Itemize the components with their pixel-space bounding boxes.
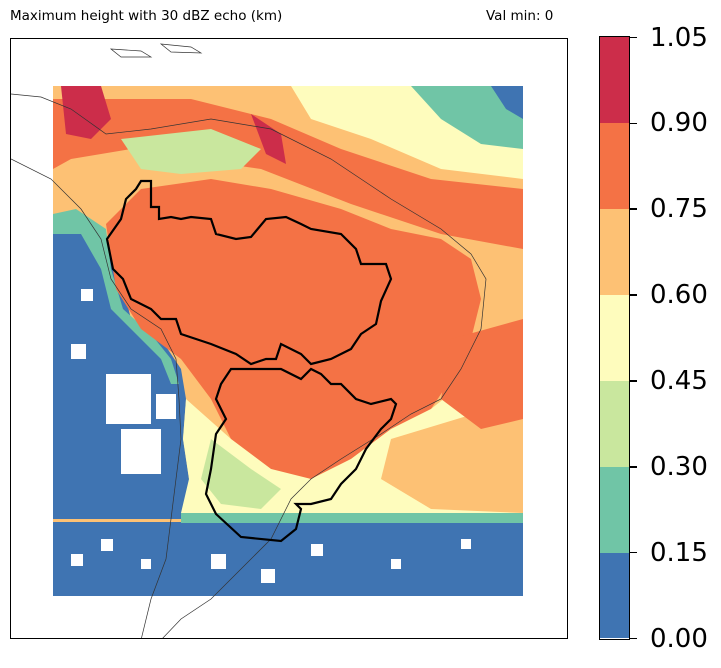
colorbar-tick bbox=[630, 294, 637, 296]
colorbar-tick-label: 0.75 bbox=[650, 194, 708, 225]
northeast-green-region bbox=[411, 86, 523, 149]
colorbar-tick bbox=[630, 637, 637, 640]
region-boundary bbox=[105, 179, 398, 543]
value-minimum-label: Val min: 0 bbox=[486, 8, 554, 24]
colorbar-tick-label: 0.00 bbox=[650, 623, 708, 654]
continental-high-region bbox=[106, 179, 481, 479]
southeast-orange-region bbox=[381, 399, 523, 513]
colorbar-segment bbox=[600, 122, 629, 210]
colorbar-segment bbox=[600, 208, 629, 296]
colorbar-tick bbox=[630, 36, 637, 39]
ocean-teal-band bbox=[53, 209, 179, 384]
colorbar-segment bbox=[600, 380, 629, 467]
amazon-green-region bbox=[121, 129, 261, 174]
southern-teal-band bbox=[181, 513, 523, 523]
map-canvas bbox=[11, 43, 523, 638]
colorbar-segment bbox=[600, 294, 629, 381]
northeast-blue-corner bbox=[491, 86, 523, 119]
red-core-coast bbox=[251, 114, 286, 164]
southern-green-region bbox=[201, 439, 281, 509]
colorbar-segment bbox=[600, 37, 629, 124]
colorbar-tick bbox=[630, 466, 637, 468]
colorbar-segment bbox=[600, 466, 629, 553]
colorbar-tick-label: 0.90 bbox=[650, 108, 708, 139]
colorbar-tick-label: 1.05 bbox=[650, 22, 708, 53]
coastline-outline bbox=[11, 93, 487, 638]
map-title: Maximum height with 30 dBZ echo (km) bbox=[10, 8, 283, 24]
colorbar-tick-label: 0.15 bbox=[650, 537, 708, 568]
southern-ocean-region bbox=[53, 522, 523, 596]
colorbar bbox=[599, 36, 630, 640]
colorbar-tick-label: 0.60 bbox=[650, 280, 708, 311]
atlantic-orange-region bbox=[441, 319, 523, 429]
colorbar-tick bbox=[630, 208, 637, 210]
colorbar-tick bbox=[630, 551, 637, 554]
colorbar-tick-label: 0.45 bbox=[650, 365, 708, 396]
colorbar-tick bbox=[630, 122, 637, 125]
red-core-north bbox=[61, 86, 111, 139]
missing-data-patches bbox=[71, 289, 471, 583]
map-panel bbox=[10, 38, 568, 639]
colorbar-tick bbox=[630, 380, 637, 382]
colorbar-tick-label: 0.30 bbox=[650, 451, 708, 482]
island-outline bbox=[109, 43, 203, 58]
colorbar-segment bbox=[600, 552, 629, 639]
